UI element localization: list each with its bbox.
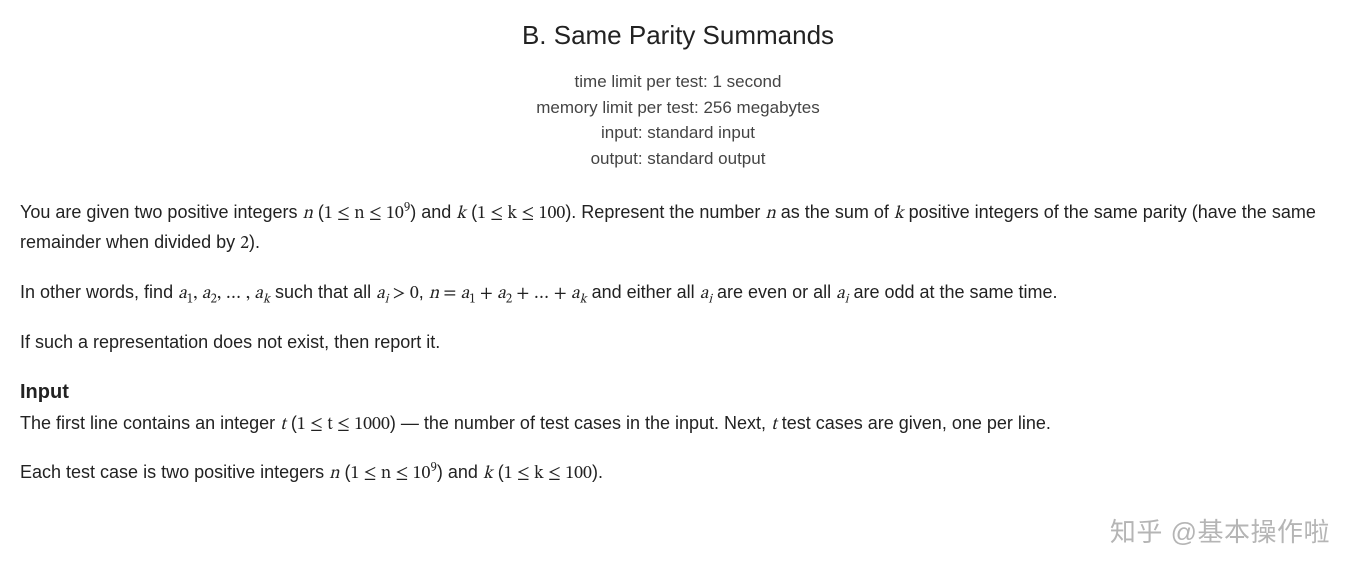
dots: , … , [217,285,254,303]
text: In other words, find [20,282,178,302]
text: ( [493,462,504,482]
math-a1: a1 [178,285,193,303]
text: as the sum of [776,202,894,222]
text: ). [592,462,603,482]
math-n: n [429,285,439,303]
text: ) and [410,202,456,222]
paragraph-2: In other words, find a1, a2, … , ak such… [20,279,1336,309]
watermark: 知乎 @基本操作啦 [1110,512,1330,549]
text: ( [313,202,324,222]
math-gt0: > 0 [388,285,418,303]
paragraph-1: You are given two positive integers n (1… [20,199,1336,259]
math-k-range: 1 ≤ k ≤ 100 [477,205,565,223]
sep: , [193,285,202,303]
text: and either all [587,282,700,302]
math-a2: a2 [497,285,512,303]
problem-meta: time limit per test: 1 second memory lim… [20,69,1336,171]
paragraph-5: Each test case is two positive integers … [20,459,1336,489]
text: such that all [270,282,376,302]
input-heading: Input [20,377,1336,408]
problem-title: B. Same Parity Summands [20,20,1336,51]
text: You are given two positive integers [20,202,303,222]
text: ( [466,202,477,222]
text: ) — the number of test cases in the inpu… [390,413,771,433]
math-n: n [329,465,339,483]
time-limit: time limit per test: 1 second [20,69,1336,95]
math-k-range: 1 ≤ k ≤ 100 [504,465,592,483]
math-ak: ak [254,285,270,303]
text: Each test case is two positive integers [20,462,329,482]
math-k: k [483,465,493,483]
text: ). [249,232,260,252]
math-n: n [765,205,775,223]
math-n-range: 1 ≤ n ≤ 109 [351,465,437,483]
math-k: k [456,205,466,223]
memory-limit: memory limit per test: 256 megabytes [20,95,1336,121]
paragraph-4: The first line contains an integer t (1 … [20,410,1336,440]
text: ) and [437,462,483,482]
text: , [419,282,429,302]
plus-dots: + … + [512,285,571,303]
math-k: k [894,205,904,223]
math-n-range: 1 ≤ n ≤ 109 [324,205,410,223]
text: are odd at the same time. [848,282,1057,302]
input-spec: input: standard input [20,120,1336,146]
text: The first line contains an integer [20,413,280,433]
math-t-range: 1 ≤ t ≤ 1000 [297,416,390,434]
problem-statement: You are given two positive integers n (1… [20,199,1336,489]
text: test cases are given, one per line. [777,413,1051,433]
math-n: n [303,205,313,223]
math-ak: ak [571,285,587,303]
math-ai: ai [836,285,848,303]
math-ai: ai [700,285,712,303]
text: If such a representation does not exist,… [20,332,440,352]
text: ( [286,413,297,433]
text: are even or all [712,282,836,302]
paragraph-3: If such a representation does not exist,… [20,329,1336,357]
eq: = [439,285,460,303]
math-a2: a2 [202,285,217,303]
math-ai: ai [376,285,388,303]
plus: + [476,285,497,303]
text: ( [340,462,351,482]
math-a1: a1 [461,285,476,303]
output-spec: output: standard output [20,146,1336,172]
math-two: 2 [240,235,249,253]
text: ). Represent the number [565,202,765,222]
